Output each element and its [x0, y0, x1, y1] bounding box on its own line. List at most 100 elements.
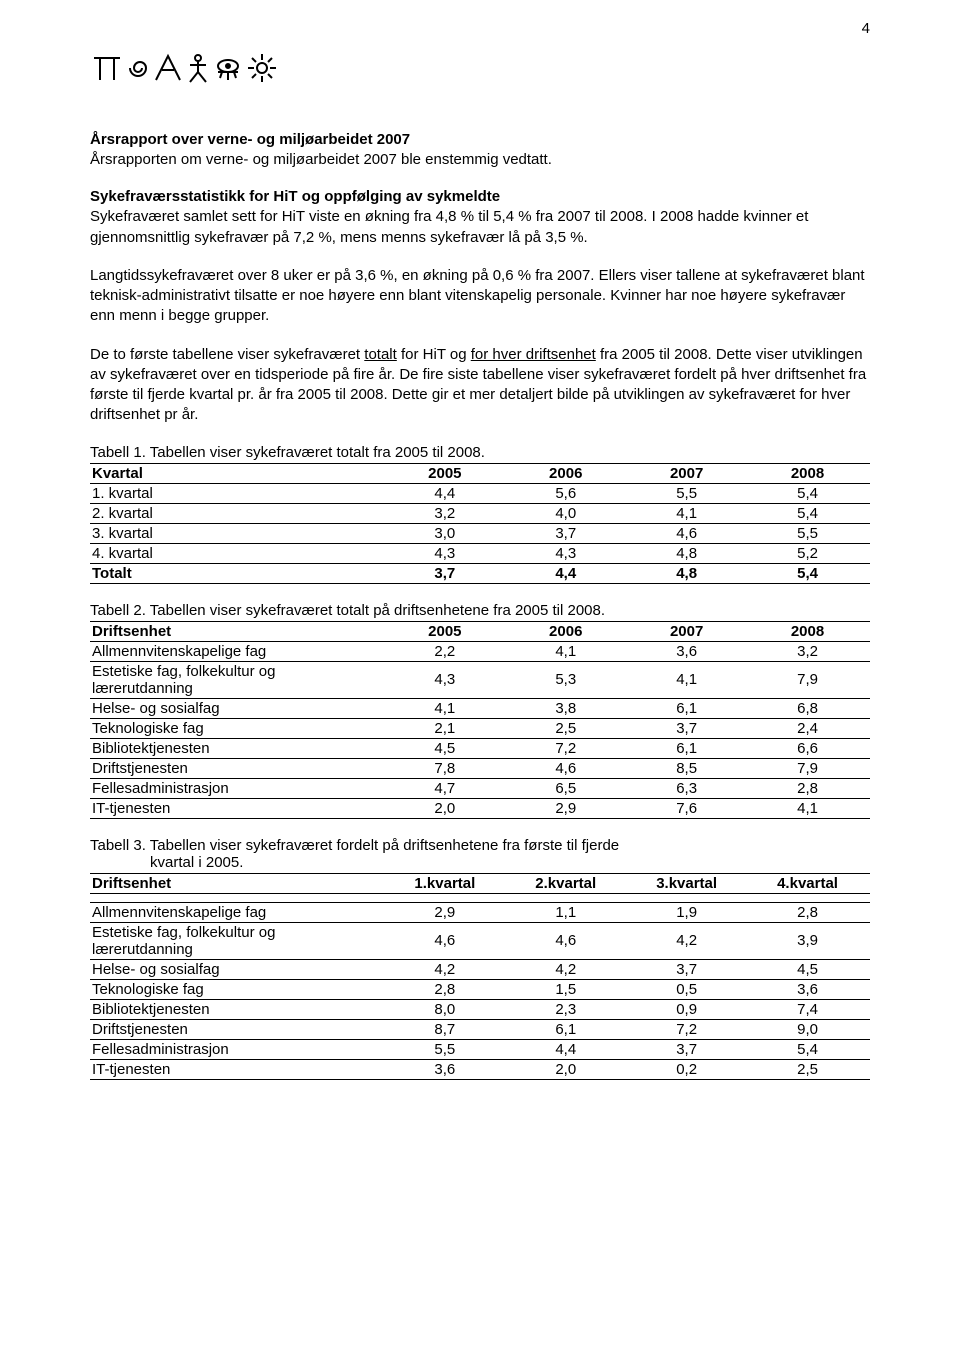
- table-cell: 6,1: [628, 698, 749, 718]
- table-cell: 3,7: [386, 563, 507, 583]
- table-cell: 2,3: [507, 999, 628, 1019]
- p3-text-b: for HiT og: [397, 346, 471, 363]
- table-cell: 4,1: [386, 698, 507, 718]
- table-cell: 4,3: [386, 543, 507, 563]
- table-header: 1.kvartal: [386, 873, 507, 893]
- table-cell: 5,3: [507, 661, 628, 698]
- table-cell: 4,8: [628, 543, 749, 563]
- header-logo: [90, 50, 870, 91]
- table-cell: 2,4: [749, 718, 870, 738]
- table-row: Driftstjenesten 7,8 4,6 8,5 7,9: [90, 758, 870, 778]
- table-row: Allmennvitenskapelige fag 2,2 4,1 3,6 3,…: [90, 641, 870, 661]
- table-cell: 8,0: [386, 999, 507, 1019]
- table-cell: 5,6: [507, 483, 628, 503]
- table-cell: 1,9: [628, 902, 749, 922]
- table-header: 2006: [507, 621, 628, 641]
- table-cell: 4. kvartal: [90, 543, 386, 563]
- table-header: 2008: [749, 621, 870, 641]
- table-cell: 3,6: [386, 1059, 507, 1079]
- table-cell: 6,1: [628, 738, 749, 758]
- table-cell: 4,4: [386, 483, 507, 503]
- table-row: Estetiske fag, folkekultur og lærerutdan…: [90, 922, 870, 959]
- table-cell: 2,9: [507, 798, 628, 818]
- table-cell: Allmennvitenskapelige fag: [90, 902, 386, 922]
- table-cell: 2,8: [749, 778, 870, 798]
- table-cell: 6,1: [507, 1019, 628, 1039]
- table-cell: 3,0: [386, 523, 507, 543]
- table-cell: 4,3: [386, 661, 507, 698]
- table-cell: 5,2: [749, 543, 870, 563]
- table-cell: 7,2: [507, 738, 628, 758]
- table-cell: 2,0: [386, 798, 507, 818]
- spacer-row: [90, 893, 870, 902]
- table-cell: 2,5: [507, 718, 628, 738]
- table-cell: 6,5: [507, 778, 628, 798]
- table-cell: 4,1: [749, 798, 870, 818]
- table2: Driftsenhet 2005 2006 2007 2008 Allmennv…: [90, 621, 870, 819]
- table-cell: 5,4: [749, 1039, 870, 1059]
- table-row: Totalt 3,7 4,4 4,8 5,4: [90, 563, 870, 583]
- table-cell: 2,8: [749, 902, 870, 922]
- table-cell: 4,1: [507, 641, 628, 661]
- table-cell: 3,2: [386, 503, 507, 523]
- table-cell: 8,7: [386, 1019, 507, 1039]
- table-cell: 4,0: [507, 503, 628, 523]
- p3-text-a: De to første tabellene viser sykefravære…: [90, 346, 364, 363]
- table-cell: Helse- og sosialfag: [90, 698, 386, 718]
- table-cell: 2,1: [386, 718, 507, 738]
- table-cell: 8,5: [628, 758, 749, 778]
- table-header: 2.kvartal: [507, 873, 628, 893]
- section2-p2: Langtidssykefraværet over 8 uker er på 3…: [90, 266, 870, 327]
- table-header: 2005: [386, 621, 507, 641]
- table-cell: 7,4: [749, 999, 870, 1019]
- table-cell: 6,3: [628, 778, 749, 798]
- table-cell: 3. kvartal: [90, 523, 386, 543]
- table-row: Bibliotektjenesten 8,0 2,3 0,9 7,4: [90, 999, 870, 1019]
- table-cell: IT-tjenesten: [90, 1059, 386, 1079]
- table-cell: Helse- og sosialfag: [90, 959, 386, 979]
- table-row: Teknologiske fag 2,8 1,5 0,5 3,6: [90, 979, 870, 999]
- table-cell: 3,7: [628, 718, 749, 738]
- table-cell: 4,5: [749, 959, 870, 979]
- table-cell: 4,2: [507, 959, 628, 979]
- table-cell: Fellesadministrasjon: [90, 1039, 386, 1059]
- table-cell: 4,4: [507, 563, 628, 583]
- p3-underline2: for hver driftsenhet: [471, 346, 596, 363]
- table-cell: 0,2: [628, 1059, 749, 1079]
- table-cell: Teknologiske fag: [90, 979, 386, 999]
- table-cell: 4,1: [628, 661, 749, 698]
- table-cell: 1,1: [507, 902, 628, 922]
- table-header: 2005: [386, 463, 507, 483]
- table-cell: 2,0: [507, 1059, 628, 1079]
- table-cell: 2,8: [386, 979, 507, 999]
- table-cell: 5,5: [749, 523, 870, 543]
- table1: Kvartal 2005 2006 2007 2008 1. kvartal 4…: [90, 463, 870, 584]
- table-row: 1. kvartal 4,4 5,6 5,5 5,4: [90, 483, 870, 503]
- table-cell: 5,5: [628, 483, 749, 503]
- table-cell: Estetiske fag, folkekultur og lærerutdan…: [90, 661, 386, 698]
- table-header: Kvartal: [90, 463, 386, 483]
- table-cell: 3,7: [628, 959, 749, 979]
- table-cell: Teknologiske fag: [90, 718, 386, 738]
- table-cell: 3,9: [749, 922, 870, 959]
- table-cell: 4,2: [386, 959, 507, 979]
- page-number: 4: [862, 20, 870, 37]
- logo-glyphs-icon: [90, 50, 290, 86]
- table-cell: 4,6: [628, 523, 749, 543]
- table-cell: Bibliotektjenesten: [90, 999, 386, 1019]
- p3-underline1: totalt: [364, 346, 397, 363]
- table-cell: 4,6: [386, 922, 507, 959]
- table-cell: 0,5: [628, 979, 749, 999]
- table-cell: 4,6: [507, 758, 628, 778]
- table-cell: 6,8: [749, 698, 870, 718]
- table-cell: Driftstjenesten: [90, 758, 386, 778]
- table-row: Driftsenhet 2005 2006 2007 2008: [90, 621, 870, 641]
- table-cell: 5,4: [749, 563, 870, 583]
- table-cell: 4,5: [386, 738, 507, 758]
- table-cell: 7,9: [749, 661, 870, 698]
- table-header: 2007: [628, 621, 749, 641]
- table-cell: 5,4: [749, 503, 870, 523]
- table-cell: 2,5: [749, 1059, 870, 1079]
- table-cell: 9,0: [749, 1019, 870, 1039]
- table-row: Driftsenhet 1.kvartal 2.kvartal 3.kvarta…: [90, 873, 870, 893]
